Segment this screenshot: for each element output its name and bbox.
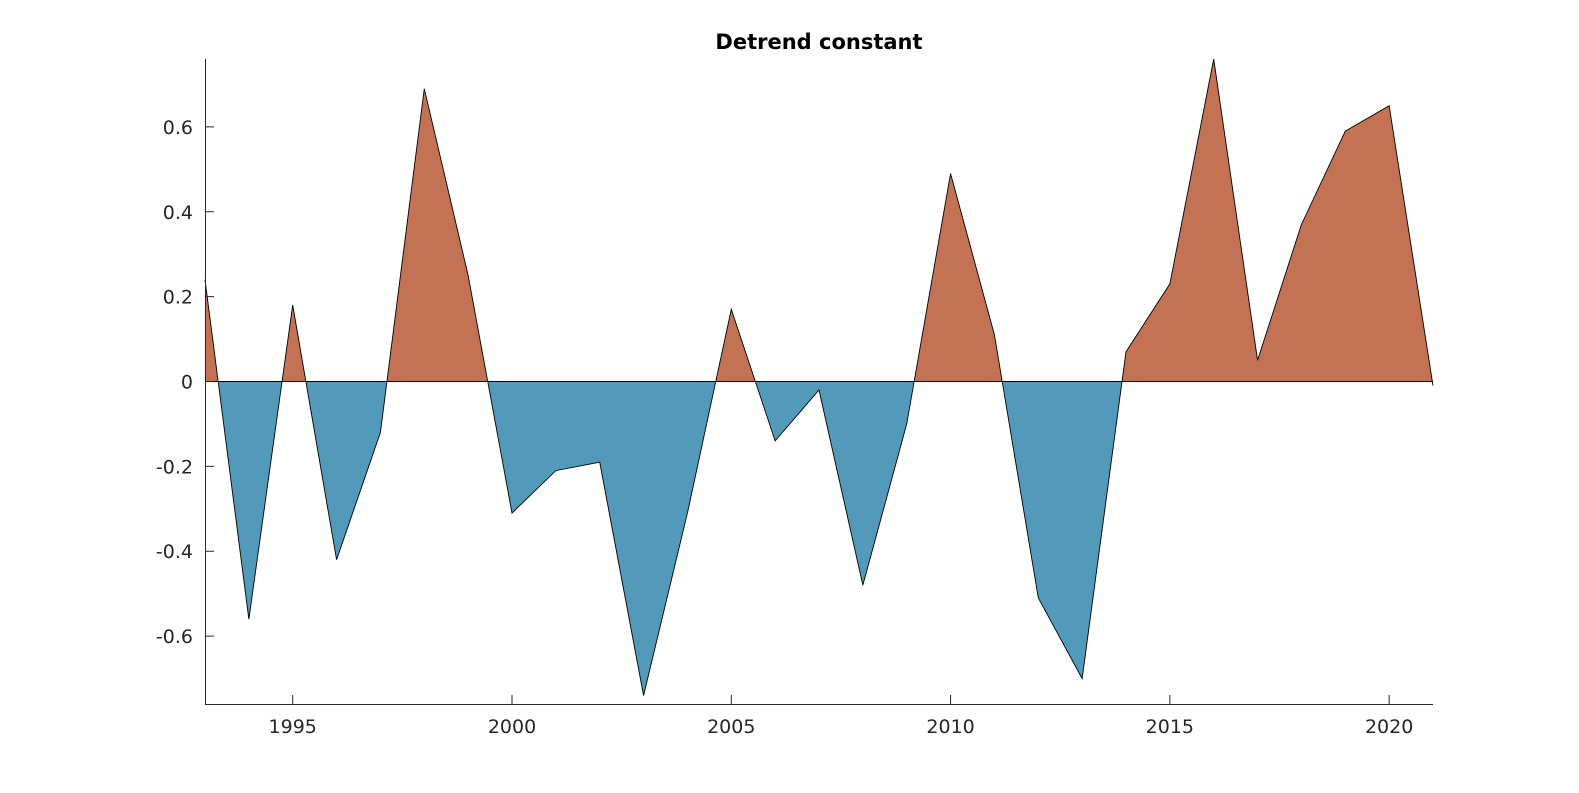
positive-area: [282, 305, 306, 381]
y-tick-label: -0.2: [156, 456, 193, 478]
y-tick-label: -0.4: [156, 541, 193, 563]
positive-area: [716, 309, 756, 381]
x-tick-label: 2015: [1146, 716, 1194, 738]
negative-area: [218, 382, 282, 620]
x-tick-label: 2005: [707, 716, 755, 738]
x-tick-label: 2010: [926, 716, 974, 738]
negative-area: [306, 382, 387, 560]
negative-area: [1002, 382, 1122, 679]
chart-title: Detrend constant: [715, 30, 922, 54]
positive-area: [387, 89, 488, 382]
y-tick-label: -0.6: [156, 626, 193, 648]
y-tick-label: 0: [181, 372, 193, 394]
y-tick-label: 0.4: [163, 202, 193, 224]
x-tick-label: 2000: [488, 716, 536, 738]
x-tick-label: 2020: [1365, 716, 1413, 738]
y-tick-label: 0.2: [163, 287, 193, 309]
x-tick-label: 1995: [269, 716, 317, 738]
positive-area: [914, 174, 1002, 382]
area-layer: [205, 59, 1433, 696]
y-tick-label: 0.6: [163, 117, 193, 139]
